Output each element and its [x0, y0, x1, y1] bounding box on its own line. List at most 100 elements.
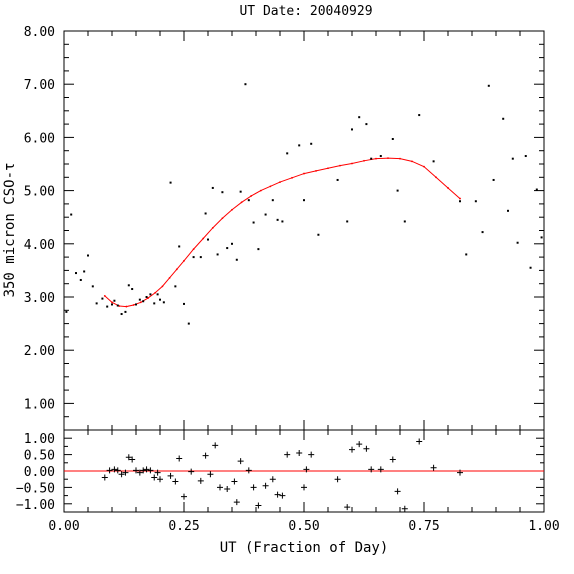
data-point [264, 213, 267, 216]
residual-point [303, 466, 310, 473]
residual-point [233, 499, 240, 506]
residual-point [122, 469, 129, 476]
data-point [257, 248, 260, 251]
data-point [502, 117, 505, 120]
residual-point [255, 502, 262, 509]
data-point [465, 253, 468, 256]
data-point [87, 254, 89, 257]
data-point [111, 303, 113, 306]
y-axis-label: 350 micron CSO-τ [2, 163, 18, 298]
data-point [79, 278, 82, 281]
data-point [120, 313, 123, 316]
fit-point [111, 301, 113, 304]
data-point [145, 296, 148, 298]
data-point [113, 299, 116, 302]
residual-point [368, 466, 375, 473]
data-point [65, 310, 68, 313]
fit-point [250, 195, 253, 197]
data-point [507, 209, 509, 212]
data-point [183, 302, 185, 305]
residual-point [151, 474, 158, 481]
data-point [358, 116, 361, 119]
data-point [396, 189, 399, 192]
fit-point [303, 172, 305, 175]
residual-point [334, 476, 341, 483]
residual-point [457, 469, 463, 476]
fit-point [154, 291, 157, 294]
fit-point [339, 164, 341, 167]
residual-y-tick-label: 1.00 [24, 432, 55, 447]
fit-point [411, 160, 413, 163]
data-point [281, 220, 284, 223]
top-plot-frame [63, 30, 545, 431]
residual-point [296, 449, 303, 456]
residual-points [101, 438, 463, 512]
chart-title: UT Date: 20040929 [239, 4, 372, 19]
data-point [516, 241, 519, 244]
data-point [174, 285, 177, 288]
residual-y-tick-label: −0.50 [16, 481, 55, 496]
y-tick-label: 1.00 [24, 397, 55, 412]
residual-point [245, 467, 252, 474]
data-point [226, 247, 229, 250]
data-point [247, 199, 250, 202]
residual-y-tick-label: −1.00 [16, 498, 55, 513]
residual-point [212, 442, 219, 449]
fit-point [139, 301, 142, 304]
fit-point [279, 181, 281, 183]
data-point [95, 302, 98, 305]
residual-point [349, 446, 355, 453]
data-point [346, 220, 349, 223]
residual-point [250, 484, 257, 491]
fit-point [387, 157, 389, 160]
data-point [310, 142, 313, 145]
fit-point [375, 157, 377, 160]
data-point [303, 199, 305, 202]
fit-point [447, 187, 449, 189]
residual-point [389, 456, 396, 463]
y-tick-label: 2.00 [24, 344, 55, 359]
residual-y-tick-label: 0.50 [24, 449, 55, 464]
residual-point [136, 469, 143, 476]
data-point [370, 157, 373, 160]
residual-point [269, 476, 276, 483]
residual-point [262, 482, 269, 489]
residual-point [344, 504, 351, 511]
data-point [403, 220, 406, 223]
data-point [207, 238, 209, 241]
y-tick-label: 8.00 [24, 25, 55, 40]
data-point [535, 188, 538, 191]
fit-point [183, 259, 185, 262]
data-point [116, 304, 119, 307]
residual-point [377, 466, 384, 473]
residual-point [279, 492, 286, 499]
residual-point [101, 474, 108, 481]
residual-point [224, 486, 231, 493]
residual-point [416, 438, 423, 445]
fit-point [351, 162, 353, 165]
data-point [135, 303, 137, 306]
residual-point [106, 467, 113, 474]
data-point [365, 123, 368, 126]
residual-point [231, 478, 238, 485]
fit-point [175, 268, 178, 271]
data-point [156, 293, 159, 296]
fit-point [211, 226, 214, 229]
top-y-axis: 1.00 2.00 3.00 4.00 5.00 6.00 7.00 8.00 [24, 25, 544, 431]
data-point [379, 155, 382, 158]
y-tick-label: 4.00 [24, 238, 55, 253]
data-point [317, 233, 320, 236]
fit-point [202, 237, 205, 240]
residual-point [217, 484, 223, 491]
data-point [142, 300, 145, 303]
data-point [101, 297, 104, 300]
x-tick-label: 0.00 [48, 519, 79, 534]
residual-point [154, 469, 161, 476]
y-tick-label: 3.00 [24, 291, 55, 306]
residual-point [363, 445, 370, 452]
residual-point [188, 468, 195, 475]
fit-point [435, 176, 437, 179]
data-point [131, 288, 134, 291]
fit-point [240, 201, 243, 204]
